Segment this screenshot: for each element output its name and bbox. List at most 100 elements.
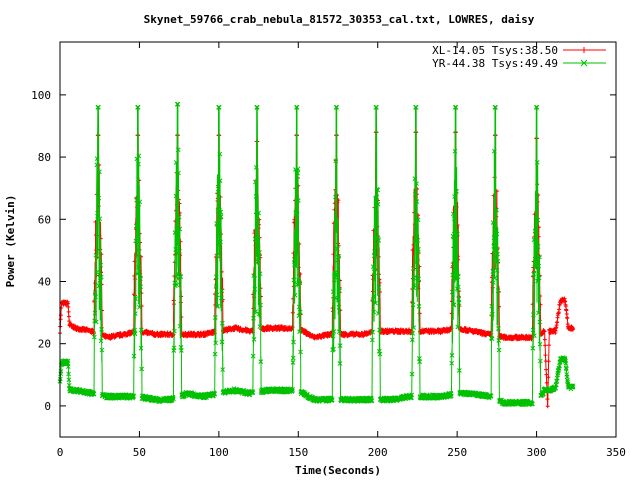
series-2-point bbox=[450, 289, 455, 295]
series-2-point bbox=[533, 247, 539, 253]
series-2-point bbox=[97, 169, 102, 175]
x-axis-label: Time(Seconds) bbox=[295, 464, 381, 477]
series-2-point bbox=[457, 368, 462, 373]
series-2-point bbox=[494, 207, 499, 213]
series-2-point bbox=[530, 401, 535, 407]
series-2-point bbox=[179, 348, 184, 353]
series-2-point bbox=[98, 262, 104, 268]
series-2-point bbox=[66, 377, 72, 383]
series-2-point bbox=[417, 359, 423, 365]
series-2-point bbox=[91, 391, 97, 397]
series-2-point bbox=[293, 210, 299, 216]
series-2-point bbox=[99, 327, 104, 332]
legend-label: YR-44.38 Tsys:49.49 bbox=[432, 57, 558, 70]
series-1-point bbox=[66, 309, 71, 314]
series-1-point bbox=[542, 337, 547, 342]
series-2-point bbox=[330, 333, 336, 339]
series-1-point bbox=[134, 253, 139, 258]
series-1-point bbox=[304, 329, 309, 334]
series-2-point bbox=[212, 351, 218, 357]
series-2-point bbox=[332, 295, 338, 301]
series-2-point bbox=[570, 384, 576, 390]
series-2-point bbox=[490, 312, 495, 317]
series-2-point bbox=[136, 264, 142, 270]
series-2-point bbox=[177, 323, 183, 329]
series-2-point bbox=[292, 263, 298, 268]
series-2-point bbox=[410, 331, 416, 336]
series-2-point bbox=[488, 393, 494, 399]
series-2-point bbox=[455, 231, 460, 237]
series-2-point bbox=[450, 272, 456, 278]
series-2-point bbox=[134, 156, 140, 162]
series-2-point bbox=[534, 160, 540, 165]
legend-marker bbox=[581, 47, 587, 53]
series-2-point bbox=[450, 211, 456, 217]
series-2-point bbox=[213, 340, 219, 346]
series-2-point bbox=[136, 161, 141, 167]
series-2-point bbox=[175, 101, 181, 107]
x-tick-label: 100 bbox=[209, 446, 229, 459]
series-2-point bbox=[412, 192, 418, 197]
series-2-point bbox=[333, 158, 339, 164]
series-2-point bbox=[534, 104, 540, 110]
series-2-point bbox=[213, 274, 219, 280]
y-tick-label: 60 bbox=[38, 213, 51, 226]
series-2-point bbox=[536, 310, 541, 316]
series-2-point bbox=[253, 309, 259, 314]
series-2-point bbox=[489, 303, 495, 309]
series-2-point bbox=[296, 277, 301, 283]
series-2-point bbox=[134, 271, 140, 277]
y-tick-label: 0 bbox=[44, 400, 51, 413]
series-2-point bbox=[494, 231, 500, 237]
series-2-point bbox=[65, 358, 71, 364]
series-2-point bbox=[66, 382, 72, 388]
x-tick-label: 350 bbox=[606, 446, 626, 459]
series-2-point bbox=[96, 195, 102, 201]
series-2-point bbox=[250, 353, 256, 359]
series-2-point bbox=[296, 304, 302, 310]
series-2-point bbox=[94, 162, 100, 168]
axes-layer: 0 50 100 150 200 250 300 350 0 20 40 60 80 100 bbox=[31, 41, 626, 459]
series-1-point bbox=[546, 375, 551, 380]
series-1-point bbox=[545, 397, 550, 402]
series-1-point bbox=[545, 404, 550, 409]
series-2-point bbox=[252, 286, 258, 292]
series-2-point bbox=[336, 253, 341, 259]
series-2-point bbox=[374, 104, 379, 110]
series-2-point bbox=[493, 242, 499, 247]
series-1-point bbox=[544, 367, 549, 372]
chart-title: Skynet_59766_crab_nebula_81572_30353_cal… bbox=[144, 13, 535, 26]
series-2-point bbox=[251, 273, 257, 278]
series-2-point bbox=[137, 304, 142, 310]
series-2-point bbox=[66, 371, 71, 377]
series-2-point bbox=[416, 246, 421, 252]
series-1-point bbox=[544, 372, 549, 377]
series-2-point bbox=[251, 337, 257, 342]
series-2-point bbox=[293, 209, 299, 215]
series-2-point bbox=[374, 194, 380, 200]
series-2-point bbox=[415, 237, 421, 243]
series-2-point bbox=[456, 300, 462, 306]
series-2-point bbox=[257, 271, 263, 277]
series-2-point bbox=[491, 235, 497, 241]
series-2-point bbox=[410, 302, 416, 308]
series-2-point bbox=[177, 226, 183, 232]
series-2-point bbox=[131, 394, 137, 399]
series-1-point bbox=[67, 319, 72, 324]
series-2-point bbox=[331, 346, 336, 352]
series-2-point bbox=[491, 148, 497, 154]
series-1-point bbox=[546, 359, 551, 364]
series-1-point bbox=[555, 320, 560, 325]
series-2-point bbox=[135, 104, 141, 110]
series-2-point bbox=[255, 259, 260, 264]
series-2-point bbox=[133, 296, 138, 302]
series-layer bbox=[57, 101, 576, 409]
series-2-point bbox=[495, 259, 501, 264]
series-2-point bbox=[452, 148, 458, 154]
series-2-point bbox=[93, 294, 98, 300]
x-tick-label: 50 bbox=[133, 446, 146, 459]
series-2-point bbox=[376, 237, 382, 243]
series-2-point bbox=[415, 277, 420, 282]
legend-label: XL-14.05 Tsys:38.50 bbox=[432, 44, 558, 57]
series-2-point bbox=[495, 288, 501, 294]
